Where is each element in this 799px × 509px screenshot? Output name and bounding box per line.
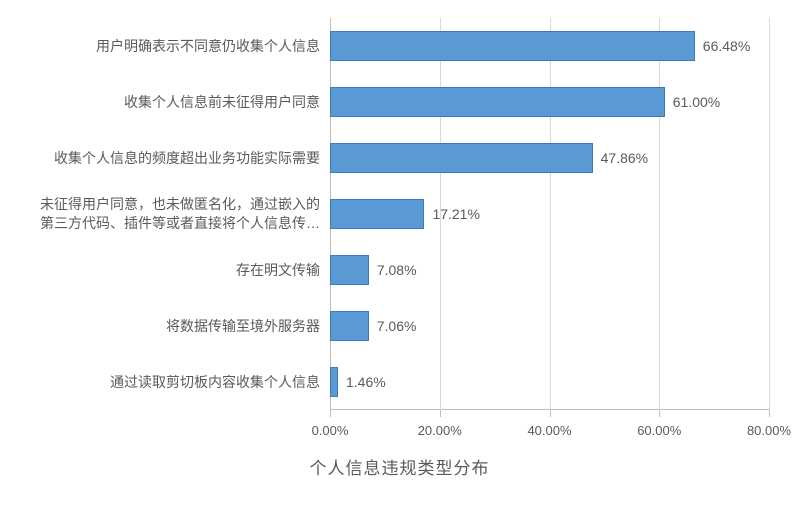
value-label: 7.08% <box>377 262 417 278</box>
bar-area: 17.21% <box>330 186 769 242</box>
bar-row: 通过读取剪切板内容收集个人信息 1.46% <box>30 354 769 410</box>
bar <box>330 87 665 117</box>
value-label: 47.86% <box>601 150 648 166</box>
bar-row: 收集个人信息前未征得用户同意 61.00% <box>30 74 769 130</box>
bar <box>330 367 338 397</box>
value-label: 7.06% <box>377 318 417 334</box>
value-label: 61.00% <box>673 94 720 110</box>
category-label: 通过读取剪切板内容收集个人信息 <box>30 373 330 392</box>
category-label: 收集个人信息的频度超出业务功能实际需要 <box>30 149 330 168</box>
plot-area: 0.00%20.00%40.00%60.00%80.00% 用户明确表示不同意仍… <box>30 18 769 438</box>
bar <box>330 31 695 61</box>
bar <box>330 199 424 229</box>
value-label: 17.21% <box>432 206 479 222</box>
bar-rows: 用户明确表示不同意仍收集个人信息 66.48% 收集个人信息前未征得用户同意 61.0… <box>30 18 769 413</box>
chart-title: 个人信息违规类型分布 <box>30 454 769 479</box>
category-label: 收集个人信息前未征得用户同意 <box>30 93 330 112</box>
x-tick <box>769 410 770 417</box>
bar-area: 1.46% <box>330 354 769 410</box>
gridline <box>769 18 770 410</box>
bar-row: 将数据传输至境外服务器 7.06% <box>30 298 769 354</box>
bar-area: 66.48% <box>330 18 769 74</box>
category-label: 存在明文传输 <box>30 261 330 280</box>
value-label: 66.48% <box>703 38 750 54</box>
bar <box>330 311 369 341</box>
chart-container: 0.00% 20.00% 40.00% 60.00% 80.00% 用户明确表示不同意仍… <box>0 0 799 509</box>
bar-area: 61.00% <box>330 74 769 130</box>
bar-area: 7.06% <box>330 298 769 354</box>
bar <box>330 143 593 173</box>
bar-row: 未征得用户同意，也未做匿名化，通过嵌入的第三方代码、插件等或者直接将个人信息传…… <box>30 186 769 242</box>
bar-row: 收集个人信息的频度超出业务功能实际需要 47.86% <box>30 130 769 186</box>
category-label: 将数据传输至境外服务器 <box>30 317 330 336</box>
x-tick-label: 60.00% <box>637 423 681 438</box>
value-label: 1.46% <box>346 374 386 390</box>
x-tick-label: 20.00% <box>418 423 462 438</box>
bar-area: 7.08% <box>330 242 769 298</box>
category-label: 未征得用户同意，也未做匿名化，通过嵌入的第三方代码、插件等或者直接将个人信息传… <box>30 195 330 233</box>
bar-area: 47.86% <box>330 130 769 186</box>
bar-row: 用户明确表示不同意仍收集个人信息 66.48% <box>30 18 769 74</box>
x-tick-label: 0.00% <box>312 423 349 438</box>
category-label: 用户明确表示不同意仍收集个人信息 <box>30 37 330 56</box>
bar-row: 存在明文传输 7.08% <box>30 242 769 298</box>
x-tick-label: 80.00% <box>747 423 791 438</box>
x-tick-label: 40.00% <box>527 423 571 438</box>
bar <box>330 255 369 285</box>
